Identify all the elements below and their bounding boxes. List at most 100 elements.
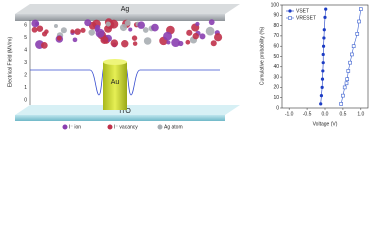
point: [359, 7, 363, 11]
y-tick-label: 80: [273, 23, 279, 29]
y-tick-label: 70: [273, 33, 279, 39]
particle: [88, 29, 95, 36]
particle: [186, 29, 193, 36]
point: [323, 15, 327, 19]
particle: [142, 27, 149, 33]
particle: [94, 27, 100, 33]
particle: [40, 41, 48, 49]
legend-marker: [288, 16, 292, 20]
field-tick-label: 6: [24, 22, 27, 28]
point: [339, 102, 343, 106]
particle: [195, 21, 200, 27]
field-tick-label: 3: [24, 60, 27, 66]
field-tick-label: 0: [24, 97, 27, 103]
au-pillar: [103, 62, 127, 110]
particle: [151, 23, 159, 32]
particle: [36, 25, 44, 32]
diagram-legend: I⁻ ion I⁻ vacancy Ag atom: [62, 124, 183, 130]
point: [346, 69, 351, 73]
legend-label: Ag atom: [164, 124, 183, 130]
top-plate-face: [15, 4, 240, 14]
point: [350, 52, 354, 57]
series-line: [320, 9, 327, 104]
field-tick-label: 4: [24, 47, 27, 53]
particle: [100, 36, 109, 44]
legend-label: I⁻ ion: [69, 124, 81, 130]
particle: [137, 21, 146, 29]
series-line: [340, 9, 362, 104]
legend-label: VSET: [296, 8, 309, 14]
particles: [31, 18, 223, 49]
point: [342, 85, 347, 90]
particle: [208, 19, 215, 26]
particle: [121, 40, 129, 48]
top-plate: [15, 14, 225, 21]
legend-swatch: [107, 124, 113, 130]
particle: [163, 31, 172, 41]
y-tick-label: 10: [273, 95, 279, 101]
point: [322, 36, 326, 40]
particle: [80, 27, 86, 33]
point: [351, 44, 356, 49]
particle: [166, 40, 171, 45]
y-tick-label: 30: [273, 74, 279, 80]
field-axis-label: Electrical Field (MV/m): [7, 37, 13, 88]
particle: [110, 39, 119, 47]
particle: [124, 19, 131, 26]
point: [345, 77, 350, 81]
point: [321, 61, 325, 65]
particle: [70, 29, 75, 34]
y-tick-label: 40: [273, 64, 279, 70]
pillar-label: Au: [111, 79, 120, 86]
x-tick-label: 1.0: [357, 111, 364, 117]
particle: [143, 37, 152, 45]
particle: [56, 35, 62, 41]
particle: [128, 27, 133, 32]
field-ticks: 0 1 2 3 4 5 6: [24, 22, 27, 103]
particle: [199, 33, 206, 40]
legend-label: VRESET: [296, 15, 316, 21]
bottom-plate-face: [15, 105, 240, 115]
au-pillar-top: [103, 59, 127, 65]
y-tick-label: 100: [271, 2, 280, 8]
particle: [44, 29, 49, 34]
particle: [205, 26, 215, 36]
legend-swatch: [157, 124, 163, 130]
point: [320, 77, 325, 81]
legend-marker: [288, 9, 292, 13]
point: [319, 102, 323, 106]
point: [341, 93, 345, 98]
x-tick-label: -0.5: [303, 111, 312, 117]
y-axis-label: Cumulative probability (%): [259, 26, 265, 85]
particle: [131, 35, 138, 41]
field-tick-label: 2: [24, 72, 27, 78]
figure: Ag ITO Au Electrical Field (MV/m) 0 1 2 3 4 5…: [7, 2, 369, 130]
particle: [31, 26, 38, 33]
particle: [214, 33, 223, 42]
point: [348, 60, 352, 65]
x-tick-label: -1.0: [285, 111, 294, 117]
particle: [31, 19, 40, 28]
y-tick-label: 60: [273, 44, 279, 50]
point: [324, 7, 328, 11]
point: [320, 85, 324, 89]
particle: [84, 19, 92, 27]
field-tick-label: 5: [24, 35, 27, 41]
page: {"diagram": {"top_electrode": "Ag", "bot…: [7, 2, 369, 131]
particle: [192, 32, 199, 40]
legend-label: I⁻ vacancy: [114, 124, 138, 130]
legend-swatch: [62, 124, 68, 130]
particle: [60, 27, 67, 34]
y-tick-label: 90: [273, 13, 279, 19]
particle: [119, 23, 128, 32]
x-tick-label: 0.5: [339, 111, 346, 117]
particle: [171, 38, 181, 48]
particle: [53, 23, 58, 28]
y-tick-label: 50: [273, 54, 279, 60]
particle: [132, 41, 138, 46]
bottom-electrode-label: ITO: [119, 108, 131, 115]
particle: [74, 28, 81, 35]
x-tick-label: 0.0: [322, 111, 329, 117]
particle: [72, 37, 78, 43]
x-axis-label: Voltage (V): [313, 121, 338, 127]
